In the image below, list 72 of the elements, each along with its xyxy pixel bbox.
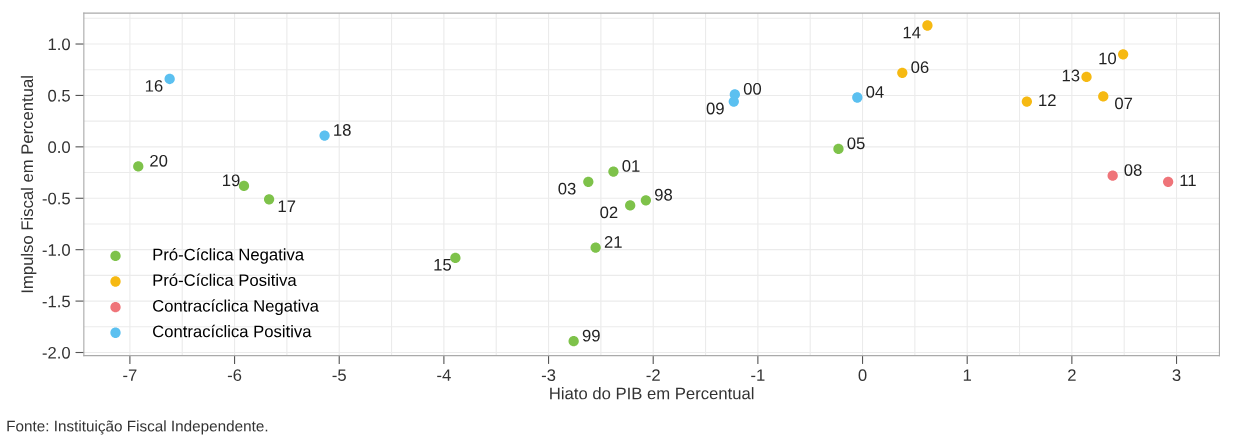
x-tick-label: 1 [963,369,972,381]
x-tick-label: -7 [123,369,137,381]
y-tick-label: 0.0 [48,141,70,154]
point [897,67,908,78]
point [1107,170,1118,181]
point [728,96,739,107]
point [608,166,619,177]
legend-label: Pró-Cíclica Negativa [153,248,305,264]
point [590,242,601,253]
legend-label: Contracíclica Positiva [153,324,312,338]
x-tick-label: -4 [437,369,451,381]
y-tick-label: 1.0 [48,38,70,51]
point [450,252,461,264]
legend-label: Contracíclica Negativa [153,299,319,316]
annotation: 07 [1115,97,1133,110]
annotation: 20 [150,154,168,167]
point [133,161,144,172]
annotation: 98 [655,188,673,201]
annotation: 13 [1062,69,1080,82]
x-tick-label: -6 [227,369,242,382]
annotation: 19 [223,174,240,187]
annotation: 03 [558,182,576,195]
y-tick-label: -1.0 [42,244,70,256]
annotation: 11 [1180,174,1196,187]
point [583,176,594,187]
x-tick-label: -1 [751,369,765,381]
annotation: 12 [1039,94,1056,106]
annotation: 21 [604,236,622,248]
point [1081,71,1092,83]
point [568,336,579,347]
point [922,20,933,31]
x-axis-title: Hiato do PIB em Percentual [550,387,754,400]
y-tick-label: -1.5 [42,295,70,308]
point [852,92,863,103]
x-tick-label: 2 [1068,369,1076,381]
annotation: 99 [582,329,600,342]
point [1021,96,1033,107]
point [1118,49,1129,60]
point [640,195,652,206]
annotation: 16 [145,79,163,92]
y-tick-label: 0.5 [48,89,70,102]
point [1163,176,1174,187]
point [263,194,275,205]
annotation: 17 [278,200,296,212]
point [164,73,175,85]
annotation: 08 [1124,164,1142,176]
annotation: 09 [706,102,724,115]
y-tick-label: -2.0 [42,346,70,359]
annotation: 01 [622,160,640,172]
y-axis-title: Impulso Fiscal em Percentual [20,76,37,293]
annotation: 18 [334,124,351,136]
annotation: 15 [434,259,452,271]
annotation: 00 [743,82,762,95]
annotation: 14 [903,26,921,39]
source-note: Fonte: Instituição Fiscal Independente. [7,420,268,435]
annotation: 06 [911,61,929,74]
x-tick-label: -3 [541,369,556,382]
point [319,130,330,141]
annotation: 02 [600,206,618,219]
x-tick-label: 3 [1172,369,1181,382]
legend-label: Pró-Cíclica Positiva [153,273,297,287]
annotation: 10 [1099,52,1117,65]
point [833,143,844,155]
point [625,200,636,211]
annotation: 04 [866,85,884,98]
point [238,180,250,192]
x-tick-label: -2 [646,369,660,381]
x-tick-label: 0 [858,369,867,382]
x-tick-label: -5 [332,369,346,382]
point [1098,91,1109,102]
y-tick-label: -0.5 [42,192,70,205]
annotation: 05 [847,137,865,150]
